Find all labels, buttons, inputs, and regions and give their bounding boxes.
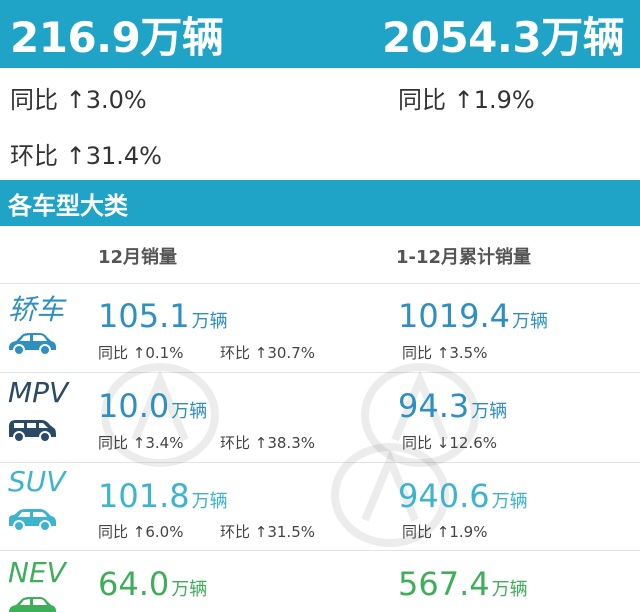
mpv-month-yoy: 同比 ↑3.4% xyxy=(98,434,184,452)
mpv-ytd-unit: 万辆 xyxy=(471,401,508,422)
sedan-ytd-number: 1019.4 xyxy=(398,297,510,335)
category-label-sedan: 轿车 xyxy=(8,293,65,326)
mpv-month-unit: 万辆 xyxy=(171,401,208,422)
sedan-month-unit: 万辆 xyxy=(191,311,228,332)
nev-ytd-unit: 万辆 xyxy=(491,579,528,600)
nev-month-value: 64.0 万辆 xyxy=(98,568,207,600)
month-total-sales: 216.9万辆 xyxy=(10,13,224,62)
suv-month-mom: 环比 ↑31.5% xyxy=(220,523,315,541)
suv-ytd-unit: 万辆 xyxy=(491,491,528,512)
mpv-month-value: 10.0 万辆 xyxy=(98,390,207,422)
nev-month-number: 64.0 xyxy=(98,565,170,603)
category-label-nev: NEV xyxy=(8,556,66,589)
mpv-ytd-number: 94.3 xyxy=(398,387,470,425)
sedan-ytd-value: 1019.4 万辆 xyxy=(398,300,548,332)
sedan-month-number: 105.1 xyxy=(98,297,190,335)
ytd-yoy-change: 同比 ↑1.9% xyxy=(398,86,535,114)
column-header-ytd: 1-12月累计销量 xyxy=(396,247,532,268)
sedan-ytd-unit: 万辆 xyxy=(511,311,548,332)
month-yoy-change: 同比 ↑3.0% xyxy=(10,86,147,114)
ytd-total-sales: 2054.3万辆 xyxy=(382,13,625,62)
section-header-band: 各车型大类 xyxy=(0,180,640,226)
sedan-month-value: 105.1 万辆 xyxy=(98,300,228,332)
section-title: 各车型大类 xyxy=(8,192,128,220)
row-divider xyxy=(0,550,640,551)
suv-ytd-number: 940.6 xyxy=(398,477,490,515)
column-header-month: 12月销量 xyxy=(98,247,178,268)
suv-month-yoy: 同比 ↑6.0% xyxy=(98,523,184,541)
suv-icon xyxy=(9,509,56,532)
mpv-month-number: 10.0 xyxy=(98,387,170,425)
summary-header-band: 216.9万辆 2054.3万辆 xyxy=(0,0,640,68)
sedan-month-mom: 环比 ↑30.7% xyxy=(220,344,315,362)
mpv-ytd-yoy: 同比 ↓12.6% xyxy=(402,434,497,452)
row-divider xyxy=(0,462,640,463)
nev-icon xyxy=(9,597,56,612)
month-mom-change: 环比 ↑31.4% xyxy=(10,142,162,170)
nev-month-unit: 万辆 xyxy=(171,579,208,600)
mpv-month-mom: 环比 ↑38.3% xyxy=(220,434,315,452)
sedan-ytd-yoy: 同比 ↑3.5% xyxy=(402,344,488,362)
suv-month-unit: 万辆 xyxy=(191,491,228,512)
suv-month-number: 101.8 xyxy=(98,477,190,515)
nev-ytd-value: 567.4 万辆 xyxy=(398,568,528,600)
category-label-suv: SUV xyxy=(8,465,66,498)
mpv-ytd-value: 94.3 万辆 xyxy=(398,390,507,422)
sedan-icon xyxy=(9,333,56,356)
mpv-icon xyxy=(9,420,56,442)
row-divider xyxy=(0,283,640,284)
nev-ytd-number: 567.4 xyxy=(398,565,490,603)
sedan-month-yoy: 同比 ↑0.1% xyxy=(98,344,184,362)
suv-month-value: 101.8 万辆 xyxy=(98,480,228,512)
category-label-mpv: MPV xyxy=(8,376,69,409)
suv-ytd-yoy: 同比 ↑1.9% xyxy=(402,523,488,541)
row-divider xyxy=(0,372,640,373)
suv-ytd-value: 940.6 万辆 xyxy=(398,480,528,512)
